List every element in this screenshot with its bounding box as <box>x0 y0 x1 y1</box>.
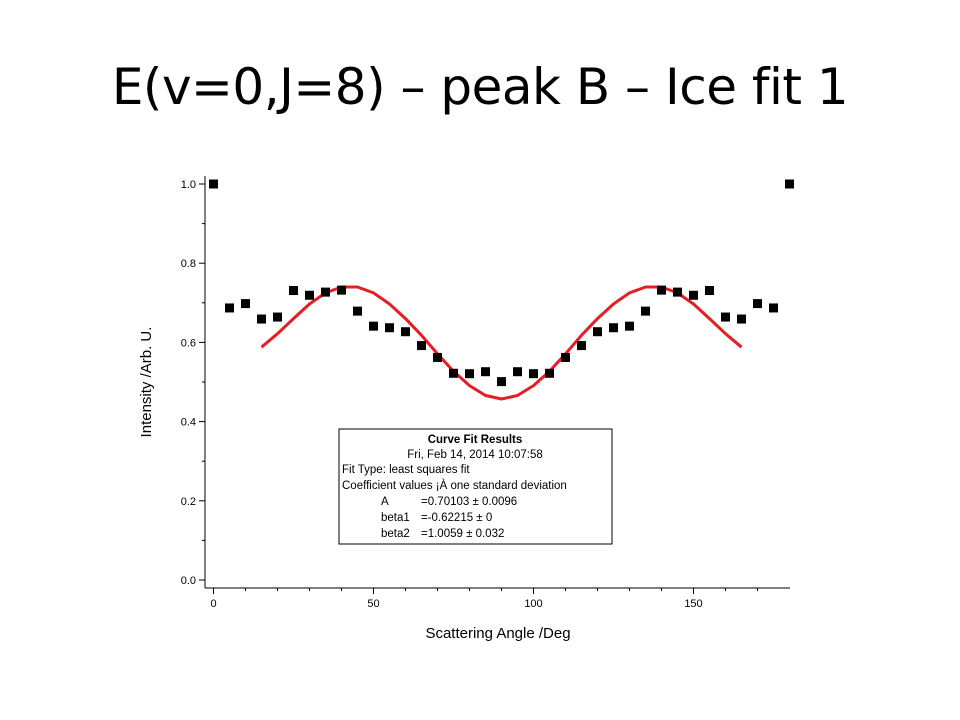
y-tick-label: 0.2 <box>181 496 196 508</box>
data-point <box>705 286 714 296</box>
data-point <box>609 323 618 333</box>
data-point <box>769 303 778 313</box>
data-point <box>337 285 346 295</box>
coef-value-beta2: =1.0059 ± 0.032 <box>421 528 504 540</box>
data-point <box>273 312 282 322</box>
coef-name-beta2: beta2 <box>381 528 410 540</box>
data-point <box>721 312 730 322</box>
axes: 0.0 0.2 0.4 0.6 0.8 1.0 0 50 100 150 Scattering An… <box>138 176 790 642</box>
data-point <box>385 323 394 333</box>
data-point <box>401 327 410 337</box>
data-markers <box>209 179 794 387</box>
slide-title: E(v=0,J=8) – peak B – Ice fit 1 <box>111 58 849 116</box>
data-point <box>785 179 794 189</box>
data-point <box>593 327 602 337</box>
data-point <box>369 321 378 331</box>
y-tick-label: 1.0 <box>181 179 196 191</box>
data-point <box>305 290 314 300</box>
y-tick-label: 0.0 <box>181 575 196 587</box>
data-point <box>689 290 698 300</box>
x-tick-label: 0 <box>210 598 216 610</box>
fit-box-frame <box>338 428 613 545</box>
data-point <box>417 341 426 351</box>
data-point <box>529 369 538 379</box>
fit-heading: Curve Fit Results <box>428 434 523 446</box>
coef-value-a: =0.70103 ± 0.0096 <box>421 496 517 508</box>
data-point <box>209 179 218 189</box>
data-point <box>433 352 442 362</box>
y-tick-label: 0.4 <box>181 417 196 429</box>
data-point <box>449 368 458 378</box>
y-axis-title: Intensity /Arb. U. <box>138 327 155 438</box>
data-point <box>641 306 650 316</box>
data-point <box>577 341 586 351</box>
data-point <box>257 314 266 324</box>
coef-name-beta1: beta1 <box>381 512 410 524</box>
x-tick-label: 150 <box>684 598 702 610</box>
coef-value-beta1: =-0.62215 ± 0 <box>421 512 492 524</box>
data-point <box>241 299 250 309</box>
data-point <box>657 285 666 295</box>
y-tick-label: 0.8 <box>181 258 196 270</box>
data-point <box>737 314 746 324</box>
coef-name-a: A <box>381 496 389 508</box>
data-point <box>321 287 330 297</box>
x-tick-label: 100 <box>524 598 542 610</box>
data-point <box>545 368 554 378</box>
data-point <box>481 367 490 377</box>
data-point <box>625 321 634 331</box>
x-tick-label: 50 <box>367 598 379 610</box>
data-point <box>225 303 234 313</box>
x-axis-title: Scattering Angle /Deg <box>425 625 570 642</box>
data-point <box>513 367 522 377</box>
data-point <box>465 369 474 379</box>
data-point <box>561 352 570 362</box>
data-point <box>673 287 682 297</box>
data-point <box>289 286 298 296</box>
data-point <box>753 299 762 309</box>
fit-coefficient-header: Coefficient values ¡À one standard devia… <box>342 479 567 492</box>
fit-date: Fri, Feb 14, 2014 10:07:58 <box>407 449 543 461</box>
y-tick-label: 0.6 <box>181 337 196 349</box>
fit-type: Fit Type: least squares fit <box>342 464 470 476</box>
data-point <box>497 377 506 387</box>
data-point <box>353 306 362 316</box>
curve-fit-results-box: Curve Fit Results Fri, Feb 14, 2014 10:0… <box>338 428 613 545</box>
